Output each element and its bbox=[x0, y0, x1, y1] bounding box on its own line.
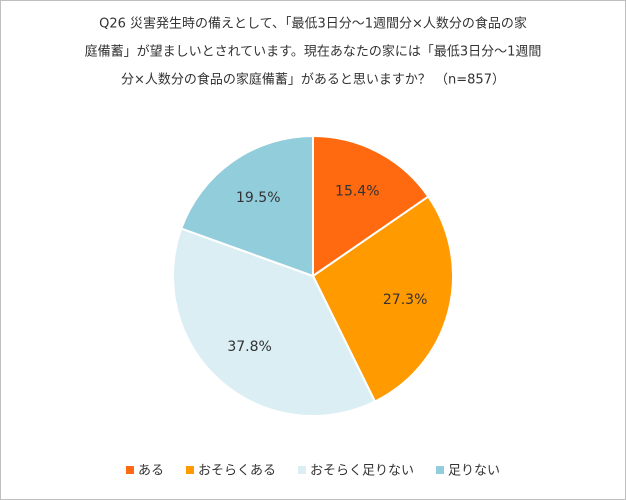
chart-title: Q26 災害発生時の備えとして、「最低3日分～1週間分×人数分の食品の家 bbox=[99, 16, 527, 32]
pie-slice bbox=[311, 195, 454, 403]
pie-slice bbox=[312, 134, 430, 278]
data-label: 27.3% bbox=[383, 292, 427, 308]
data-label: 15.4% bbox=[335, 184, 379, 200]
data-label: 19.5% bbox=[236, 190, 280, 206]
legend-label: おそらく足りない bbox=[310, 464, 414, 479]
legend-swatch bbox=[125, 466, 134, 474]
legend-swatch bbox=[185, 466, 194, 474]
legend-label: ある bbox=[138, 464, 164, 479]
legend-label: おそらくある bbox=[198, 464, 276, 479]
chart-title: 分×人数分の食品の家庭備蓄」があると思いますか？ （n=857） bbox=[121, 72, 505, 88]
legend-swatch bbox=[298, 466, 306, 474]
pie-slice bbox=[179, 134, 314, 278]
data-label: 37.8% bbox=[227, 339, 271, 355]
chart-title: 庭備蓄」が望ましいとされています。現在あなたの家には「最低3日分～1週間 bbox=[85, 44, 542, 60]
legend-label: 足りない bbox=[448, 464, 500, 479]
legend-swatch bbox=[436, 466, 445, 474]
pie-slice bbox=[172, 227, 377, 417]
